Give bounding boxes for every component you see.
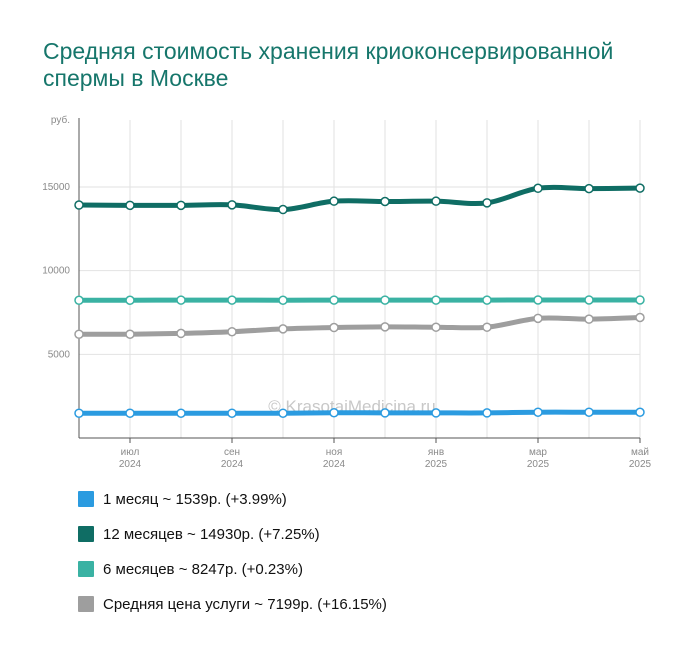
data-point-0 (533, 407, 543, 417)
x-tick-label-month: янв (428, 447, 444, 458)
series-line-3 (76, 315, 643, 337)
data-point-1 (125, 200, 135, 211)
data-point-1 (74, 200, 84, 210)
data-point-3 (431, 322, 441, 332)
legend-item-12-months[interactable]: 12 месяцев ~ 14930р. (+7.25%) (78, 525, 387, 543)
x-tick-label-month: июл (121, 447, 140, 458)
data-point-0 (227, 408, 237, 418)
data-point-1 (635, 183, 645, 193)
data-point-3 (380, 322, 390, 332)
x-tick-label-year: 2025 (425, 459, 448, 470)
data-point-3 (584, 314, 594, 324)
data-point-2 (482, 295, 492, 305)
y-unit-label: руб. (51, 114, 70, 126)
data-point-2 (431, 295, 441, 305)
data-point-2 (380, 295, 390, 305)
data-point-2 (74, 295, 84, 306)
legend-item-average-price[interactable]: Средняя цена услуги ~ 7199р. (+16.15%) (78, 595, 387, 613)
data-point-0 (584, 407, 594, 417)
data-point-3 (278, 324, 288, 334)
chart-legend: 1 месяц ~ 1539р. (+3.99%) 12 месяцев ~ 1… (78, 490, 387, 630)
data-point-3 (74, 329, 84, 339)
data-point-2 (176, 295, 186, 305)
data-point-2 (125, 295, 135, 306)
x-tick-label-year: 2024 (323, 459, 346, 470)
data-point-2 (227, 295, 237, 305)
chart-title: Средняя стоимость хранения криоконсервир… (43, 38, 614, 91)
data-point-2 (329, 295, 339, 305)
x-tick-label-year: 2024 (119, 459, 142, 470)
legend-label: Средняя цена услуги ~ 7199р. (+16.15%) (103, 595, 387, 613)
legend-swatch (78, 596, 94, 612)
legend-label: 1 месяц ~ 1539р. (+3.99%) (103, 490, 287, 508)
x-tick-label-year: 2024 (221, 459, 244, 470)
data-point-1 (176, 200, 186, 211)
data-point-0 (635, 407, 645, 417)
y-tick-label: 5000 (48, 349, 71, 360)
data-point-0 (380, 408, 390, 418)
data-point-3 (125, 329, 135, 339)
data-point-1 (533, 183, 543, 194)
data-point-0 (329, 407, 339, 418)
data-point-3 (329, 322, 339, 333)
legend-item-6-months[interactable]: 6 месяцев ~ 8247р. (+0.23%) (78, 560, 387, 578)
series-line-0 (76, 409, 643, 416)
data-point-1 (329, 196, 339, 206)
legend-label: 6 месяцев ~ 8247р. (+0.23%) (103, 560, 303, 578)
data-point-1 (584, 183, 594, 194)
x-tick-label-month: мар (529, 447, 547, 458)
data-point-1 (227, 200, 237, 210)
data-point-2 (635, 295, 645, 305)
data-point-1 (380, 196, 390, 207)
data-point-3 (635, 312, 645, 323)
data-point-1 (278, 204, 288, 215)
legend-swatch (78, 526, 94, 542)
data-point-3 (482, 322, 492, 332)
data-point-0 (431, 408, 441, 418)
data-point-3 (533, 313, 543, 324)
data-point-0 (74, 408, 84, 418)
data-point-0 (125, 408, 135, 418)
legend-label: 12 месяцев ~ 14930р. (+7.25%) (103, 525, 320, 543)
data-point-0 (278, 408, 288, 418)
data-point-3 (227, 326, 237, 337)
data-point-1 (431, 196, 441, 206)
x-tick-label-month: сен (224, 447, 240, 458)
x-tick-label-year: 2025 (527, 459, 550, 470)
series-line-1 (76, 184, 643, 213)
y-tick-label: 15000 (42, 182, 70, 193)
x-tick-label-year: 2025 (629, 459, 652, 470)
x-tick-label-month: май (631, 447, 649, 458)
data-point-2 (533, 295, 543, 305)
data-point-0 (482, 408, 492, 418)
legend-swatch (78, 491, 94, 507)
data-point-3 (176, 328, 186, 339)
legend-swatch (78, 561, 94, 577)
data-point-1 (482, 198, 492, 208)
data-point-0 (176, 408, 186, 418)
legend-item-1-month[interactable]: 1 месяц ~ 1539р. (+3.99%) (78, 490, 387, 508)
data-point-2 (584, 295, 594, 305)
line-chart: 50001000015000руб.июл2024сен2024ноя2024я… (42, 114, 652, 470)
y-tick-label: 10000 (42, 266, 70, 277)
x-tick-label-month: ноя (326, 447, 343, 458)
data-point-2 (278, 295, 288, 306)
